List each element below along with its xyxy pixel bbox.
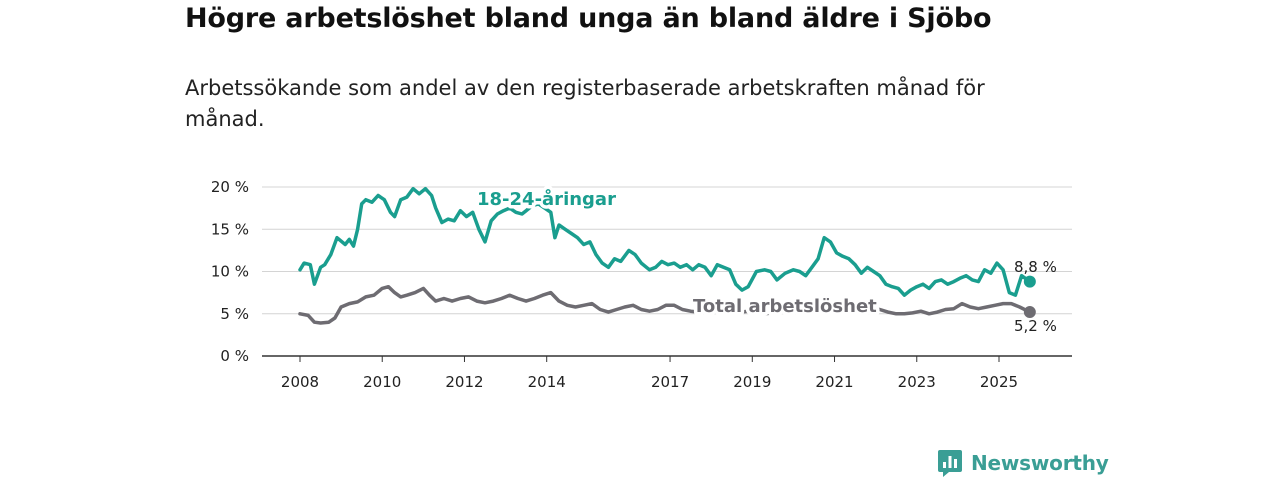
chart-title: Högre arbetslöshet bland unga än bland ä…: [185, 3, 992, 34]
x-tick-label: 2023: [898, 373, 936, 391]
x-tick-label: 2021: [815, 373, 853, 391]
y-axis-ticks: 0 % 5 % 10 % 15 % 20 %: [211, 178, 249, 365]
x-axis-ticks: 2008 2010 2012 2014 2017 2019 2021 2023 2025: [281, 356, 1018, 391]
svg-text:18-24-åringar: 18-24-åringar: [477, 188, 616, 210]
x-tick-label: 2017: [651, 373, 689, 391]
end-label-total: 5,2 %: [1014, 317, 1057, 335]
brand: Newsworthy: [937, 448, 1109, 478]
y-tick-label: 20 %: [211, 178, 249, 196]
y-tick-label: 5 %: [220, 305, 249, 323]
end-point-total: [1023, 306, 1036, 319]
x-tick-label: 2010: [363, 373, 401, 391]
chart-subtitle: Arbetssökande som andel av den registerb…: [185, 76, 985, 131]
svg-text:18-24-åringar: 18-24-åringar: [477, 188, 616, 210]
end-point-youth: [1023, 275, 1036, 288]
y-tick-label: 0 %: [220, 347, 249, 365]
y-tick-label: 15 %: [211, 220, 249, 238]
x-tick-label: 2019: [733, 373, 771, 391]
x-tick-label: 2025: [980, 373, 1018, 391]
y-tick-label: 10 %: [211, 263, 249, 281]
end-label-youth: 8,8 %: [1014, 258, 1057, 276]
svg-text:Total arbetslöshet: Total arbetslöshet: [693, 296, 877, 317]
series-lines: [298, 186, 1036, 325]
series-line-total: [298, 284, 1032, 325]
svg-text:Total arbetslöshet: Total arbetslöshet: [693, 296, 877, 317]
newsworthy-logo-icon: [938, 450, 962, 477]
brand-name: Newsworthy: [971, 451, 1109, 475]
x-tick-label: 2014: [528, 373, 566, 391]
x-tick-label: 2008: [281, 373, 319, 391]
series-line-youth: [298, 186, 1032, 297]
x-tick-label: 2012: [445, 373, 483, 391]
grid-lines: [262, 186, 1072, 315]
